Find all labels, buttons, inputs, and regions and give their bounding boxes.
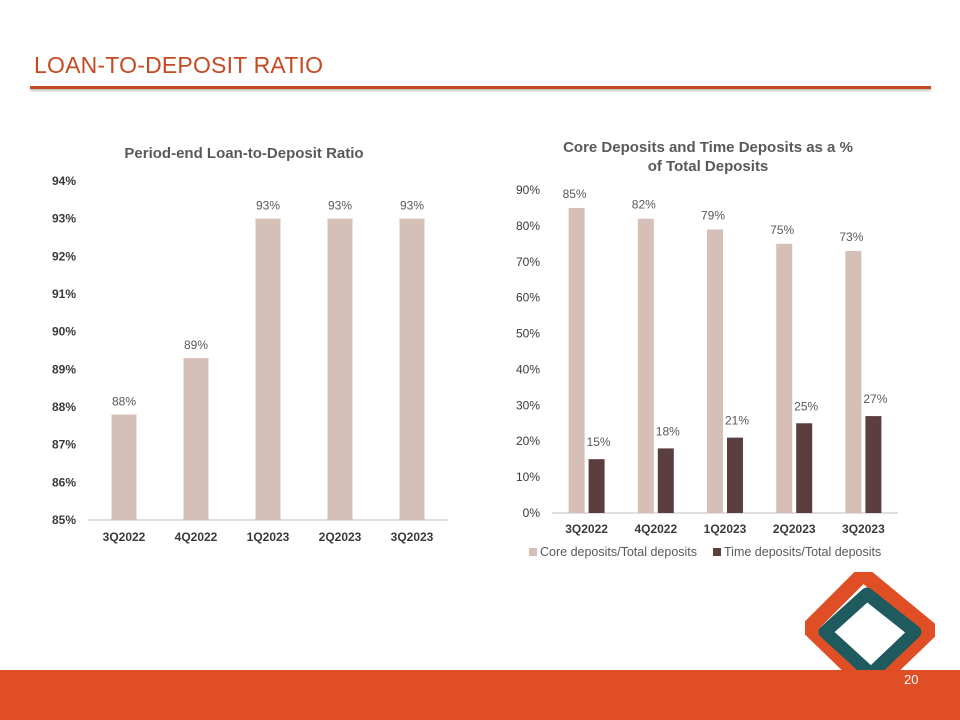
- legend-label: Time deposits/Total deposits: [724, 545, 881, 559]
- y-tick-label: 70%: [516, 255, 540, 269]
- data-label: 18%: [656, 424, 680, 438]
- data-label: 88%: [112, 395, 136, 409]
- time-deposits-bar: [588, 459, 605, 513]
- legend-swatch: [713, 548, 721, 556]
- data-label: 73%: [839, 230, 863, 244]
- bar: [327, 218, 353, 520]
- y-tick-label: 87%: [52, 438, 76, 452]
- time-deposits-bar: [727, 437, 743, 513]
- y-tick-label: 85%: [52, 513, 76, 527]
- x-tick-label: 1Q2023: [704, 522, 747, 536]
- x-tick-label: 3Q2023: [391, 530, 434, 544]
- data-label: 93%: [328, 199, 352, 213]
- core-deposits-bar: [845, 251, 862, 513]
- x-tick-label: 4Q2022: [634, 522, 677, 536]
- y-tick-label: 89%: [52, 362, 76, 376]
- y-tick-label: 80%: [516, 219, 540, 233]
- core-deposits-bar: [568, 207, 585, 513]
- x-tick-label: 3Q2023: [842, 522, 885, 536]
- y-tick-label: 20%: [516, 434, 540, 448]
- y-tick-label: 40%: [516, 362, 540, 376]
- bar: [111, 414, 137, 520]
- data-label: 82%: [632, 198, 656, 212]
- data-label: 85%: [563, 187, 587, 201]
- chart-title: Period-end Loan-to-Deposit Ratio: [124, 145, 363, 162]
- data-label: 89%: [184, 338, 208, 352]
- y-tick-label: 92%: [52, 249, 76, 263]
- y-tick-label: 0%: [523, 506, 541, 520]
- time-deposits-bar: [865, 416, 882, 513]
- y-tick-label: 10%: [516, 470, 540, 484]
- data-label: 15%: [587, 435, 611, 449]
- data-label: 27%: [863, 392, 887, 406]
- time-deposits-bar: [796, 423, 813, 513]
- data-label: 79%: [701, 208, 725, 222]
- x-tick-label: 3Q2022: [565, 522, 608, 536]
- core-deposits-bar: [776, 243, 793, 514]
- bar: [255, 218, 281, 520]
- time-deposits-bar: [657, 448, 674, 513]
- y-tick-label: 90%: [516, 183, 540, 197]
- y-tick-label: 86%: [52, 475, 76, 489]
- y-tick-label: 93%: [52, 212, 76, 226]
- chart-title: of Total Deposits: [648, 158, 769, 175]
- y-tick-label: 88%: [52, 400, 76, 414]
- y-tick-label: 30%: [516, 398, 540, 412]
- legend-swatch: [529, 548, 537, 556]
- data-label: 93%: [400, 199, 424, 213]
- footer-bar: [0, 670, 960, 720]
- page-number: 20: [904, 672, 919, 687]
- x-tick-label: 3Q2022: [103, 530, 146, 544]
- x-tick-label: 2Q2023: [773, 522, 816, 536]
- x-tick-label: 4Q2022: [175, 530, 218, 544]
- core-deposits-bar: [707, 229, 723, 513]
- page-title: LOAN-TO-DEPOSIT RATIO: [34, 52, 324, 78]
- bar: [183, 358, 209, 520]
- chart-title: Core Deposits and Time Deposits as a %: [563, 139, 853, 156]
- y-tick-label: 91%: [52, 287, 76, 301]
- bar: [399, 218, 425, 520]
- y-tick-label: 90%: [52, 325, 76, 339]
- data-label: 93%: [256, 199, 280, 213]
- y-tick-label: 60%: [516, 291, 540, 305]
- data-label: 21%: [725, 414, 749, 428]
- legend-label: Core deposits/Total deposits: [540, 545, 697, 559]
- data-label: 25%: [794, 399, 818, 413]
- y-tick-label: 94%: [52, 174, 76, 188]
- x-tick-label: 1Q2023: [247, 530, 290, 544]
- core-deposits-bar: [637, 218, 654, 513]
- x-tick-label: 2Q2023: [319, 530, 362, 544]
- data-label: 75%: [770, 223, 794, 237]
- y-tick-label: 50%: [516, 327, 540, 341]
- title-divider: [30, 86, 931, 89]
